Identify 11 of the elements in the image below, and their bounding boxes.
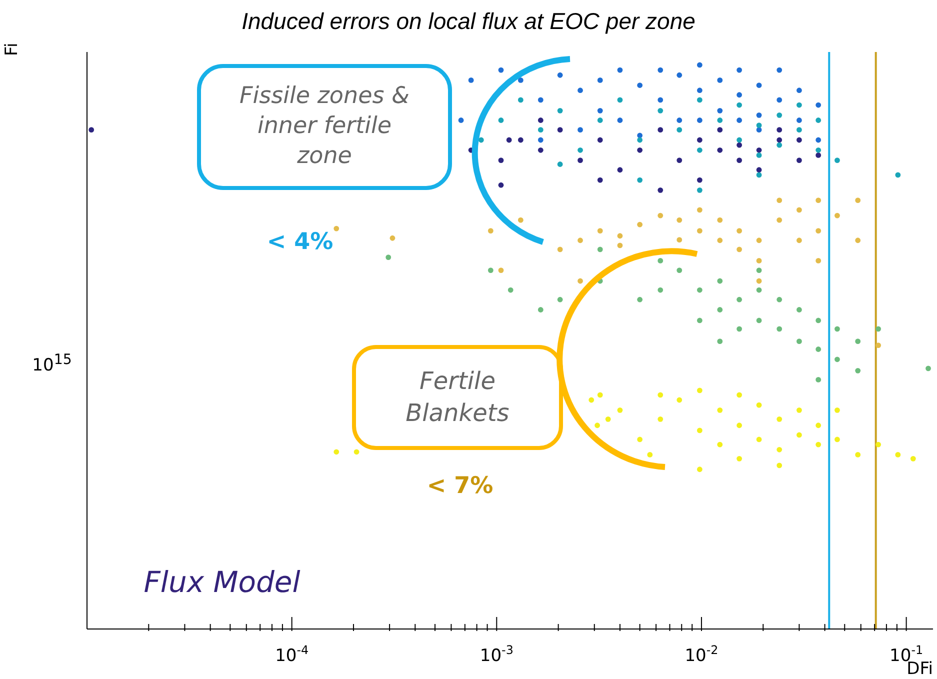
x-tick-label: 10$^{-2}$ bbox=[684, 643, 718, 666]
x-tick-label: 10$^{-4}$ bbox=[275, 643, 309, 666]
annotation: < 4% bbox=[266, 228, 334, 258]
annotation: Fissile zones & inner fertile zone bbox=[238, 82, 410, 171]
annotation: Flux Model bbox=[144, 564, 300, 602]
chart-title: Induced errors on local flux at EOC per zone bbox=[240, 8, 696, 35]
text: 10$^{15}$ bbox=[32, 351, 72, 377]
y-axis-title: Fi bbox=[2, 42, 22, 56]
annotation: Fertile Blankets bbox=[404, 366, 510, 428]
x-tick-label: 10$^{-3}$ bbox=[480, 643, 514, 666]
annotation: < 7% bbox=[426, 472, 494, 502]
